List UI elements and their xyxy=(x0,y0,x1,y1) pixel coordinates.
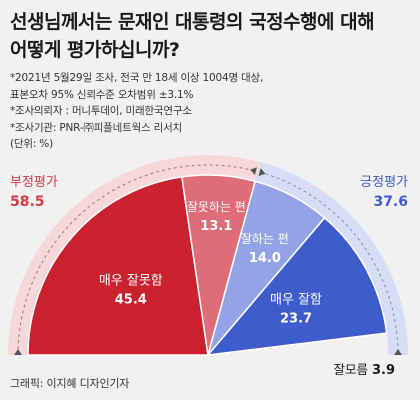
label-somewhat-bad-value: 13.1 xyxy=(200,219,232,234)
note-line: *2021년 5월29일 조사, 전국 만 18세 이상 1004명 대상, xyxy=(10,72,264,84)
label-somewhat-good-value: 14.0 xyxy=(249,251,281,266)
group-positive-name: 긍정평가 xyxy=(360,175,408,190)
group-negative-name: 부정평가 xyxy=(10,175,58,190)
label-very-bad-value: 45.4 xyxy=(115,292,147,307)
group-negative-value: 58.5 xyxy=(10,194,45,210)
note-line: *조사기관: PNR-㈜피플네트웍스 리서치 xyxy=(10,121,182,134)
title-line-2: 어떻게 평가하십니까? xyxy=(10,39,180,61)
graphic-credit: 그래픽: 이지혜 디자인기자 xyxy=(10,377,130,390)
negative-band xyxy=(8,155,261,355)
label-very-good-name: 매우 잘함 xyxy=(270,293,322,308)
label-unknown-value: 3.9 xyxy=(372,363,395,378)
label-very-bad-name: 매우 잘못함 xyxy=(99,273,163,288)
survey-notes: *2021년 5월29일 조사, 전국 만 18세 이상 1004명 대상, 표… xyxy=(10,70,410,153)
note-line: (단위: %) xyxy=(10,138,53,150)
negative-arrow-end xyxy=(250,167,257,176)
positive-arrow-end xyxy=(394,349,402,355)
negative-guide-line xyxy=(17,164,257,356)
slice-very-bad xyxy=(27,176,209,356)
title-line-1: 선생님께서는 문재인 대통령의 국정수행에 대해 xyxy=(10,11,375,33)
negative-arrow-start xyxy=(14,349,22,355)
slice-very-good xyxy=(206,216,388,356)
chart-title: 선생님께서는 문재인 대통령의 국정수행에 대해 어떻게 평가하십니까? xyxy=(10,8,410,64)
label-somewhat-good-name: 잘하는 편 xyxy=(241,232,289,246)
label-unknown-name: 잘모름 xyxy=(333,362,368,377)
note-line: *조사의뢰자 : 머니투데이, 미래한국연구소 xyxy=(10,105,192,117)
positive-band xyxy=(255,161,408,355)
label-very-good-value: 23.7 xyxy=(280,312,312,327)
positive-guide-line xyxy=(259,171,399,356)
group-positive-value: 37.6 xyxy=(373,194,408,210)
note-line: 표본오차 95% 신뢰수준 오차범위 ±3.1% xyxy=(10,88,194,101)
label-somewhat-bad-name: 잘못하는 편 xyxy=(187,200,246,214)
positive-arrow-start xyxy=(258,168,266,176)
